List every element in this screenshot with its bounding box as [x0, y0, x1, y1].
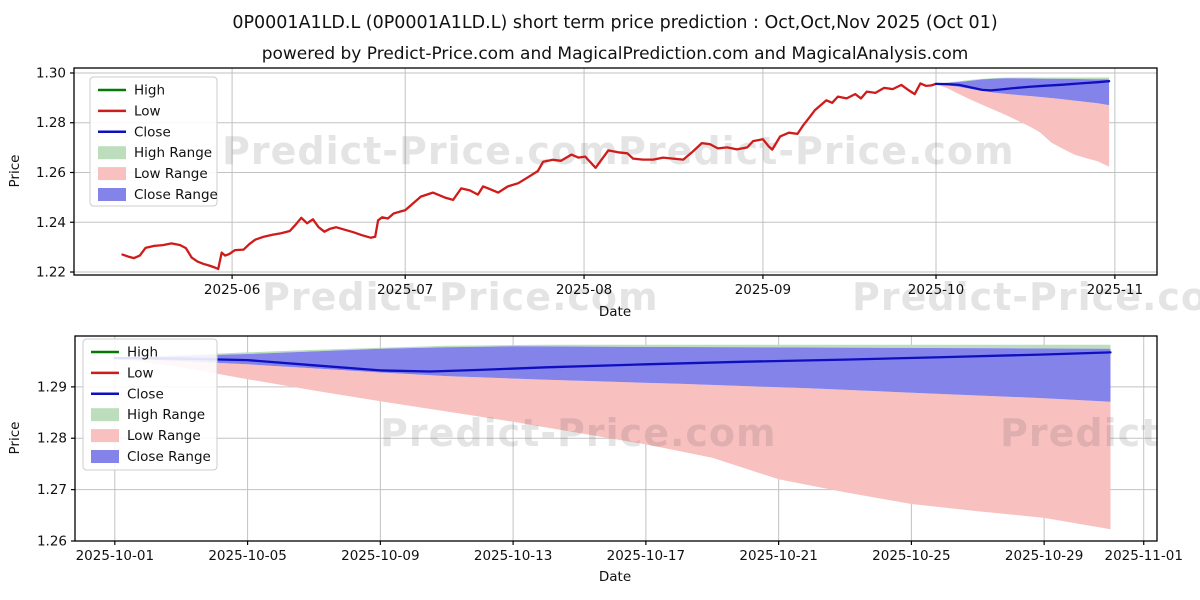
x-axis-label: Date: [599, 569, 631, 585]
legend-item-high-range: High Range: [91, 407, 205, 423]
legend-patch-swatch: [91, 429, 119, 443]
legend-item-high: High: [98, 83, 165, 99]
y-tick-label: 1.26: [36, 165, 66, 181]
x-tick-label: 2025-10-01: [76, 548, 154, 564]
legend-label: High: [134, 83, 165, 99]
y-tick-label: 1.24: [36, 215, 66, 231]
x-tick-label: 2025-10-05: [208, 548, 286, 564]
x-tick-label: 2025-11-01: [1104, 548, 1182, 564]
y-axis-label: Price: [7, 422, 23, 455]
close-forecast-line: [934, 80, 1111, 92]
x-tick-label: 2025-10-21: [739, 548, 817, 564]
legend-label: High Range: [134, 145, 212, 161]
y-tick-label: 1.28: [37, 431, 67, 447]
high-range-band: [936, 77, 1110, 84]
y-tick-label: 1.22: [36, 265, 66, 281]
x-tick-label: 2025-10: [908, 282, 964, 298]
watermark-text: Predict-Price.com: [618, 129, 1015, 173]
legend-item-low-range: Low Range: [91, 428, 201, 444]
x-tick-label: 2025-10-09: [341, 548, 419, 564]
legend-label: Low: [134, 103, 161, 119]
legend-item-high-range: High Range: [98, 145, 212, 161]
x-tick-label: 2025-10-25: [872, 548, 950, 564]
legend-patch-swatch: [98, 167, 126, 181]
watermark-text: Predict-Price.com: [222, 129, 619, 173]
legend-label: Low Range: [134, 166, 208, 182]
x-axis-label: Date: [599, 304, 631, 320]
legend-item-close-range: Close Range: [98, 187, 218, 203]
watermark-text: Predict-Price.com: [1000, 411, 1200, 455]
low-range-band: [936, 83, 1110, 167]
legend: High Low Close High Range Low Range Close Ran…: [82, 338, 218, 471]
x-tick-label: 2025-09: [735, 282, 791, 298]
plot-frame: [73, 67, 1158, 276]
data-layer: Predict-Price.com Predict-Price.com: [113, 344, 1200, 530]
legend-item-close-range: Close Range: [91, 449, 211, 465]
legend-label: Close: [127, 386, 164, 402]
legend-item-close: Close: [98, 124, 171, 140]
legend-label: Close Range: [127, 449, 211, 465]
watermark-text: Predict-Price.com: [380, 411, 777, 455]
x-tick-label: 2025-10-29: [1005, 548, 1083, 564]
legend-label: Close: [134, 124, 171, 140]
chart-subtitle: powered by Predict-Price.com and Magical…: [262, 44, 969, 64]
watermark-text: Predict-Price.com: [852, 275, 1200, 319]
chart-title: 0P0001A1LD.L (0P0001A1LD.L) short term p…: [232, 13, 997, 33]
low-history-line: [121, 82, 938, 271]
x-tick-label: 2025-08: [556, 282, 612, 298]
high-range-band: [114, 344, 1111, 359]
legend-patch-swatch: [91, 450, 119, 463]
y-tick-label: 1.28: [36, 115, 66, 131]
x-tick-label: 2025-07: [377, 282, 433, 298]
legend-item-low-range: Low Range: [98, 166, 208, 182]
x-tick-label: 2025-11: [1087, 282, 1143, 298]
x-tick-label: 2025-10-13: [474, 548, 552, 564]
y-tick-label: 1.27: [37, 482, 67, 498]
legend-patch-swatch: [91, 408, 119, 422]
legend-item-close: Close: [91, 386, 164, 402]
legend-item-low: Low: [91, 365, 154, 381]
x-tick-label: 2025-06: [204, 282, 260, 298]
y-tick-label: 1.30: [36, 65, 66, 81]
y-tick-label: 1.26: [37, 534, 67, 550]
legend: High Low Close High Range Low Range Close Ran…: [89, 76, 218, 207]
x-tick-label: 2025-10-17: [607, 548, 685, 564]
legend-label: High Range: [127, 407, 205, 423]
y-tick-label: 1.29: [37, 379, 67, 395]
close-forecast-line: [113, 351, 1112, 373]
legend-item-high: High: [91, 345, 158, 361]
legend-label: High: [127, 345, 158, 361]
legend-item-low: Low: [98, 103, 161, 119]
plot-frame: [74, 335, 1158, 542]
y-axis-label: Price: [7, 155, 23, 188]
legend-label: Low Range: [127, 428, 201, 444]
legend-patch-swatch: [98, 188, 126, 201]
legend-label: Low: [127, 365, 154, 381]
watermark-text: Predict-Price.com: [262, 275, 659, 319]
price-history-chart: Predict-Price.comPredict-Price.com2025-0…: [7, 65, 1200, 320]
low-range-band: [114, 358, 1111, 530]
forecast-zoom-chart: 2025-10-01 2025-10-05 2025-10-09 2025-10-13…: [7, 335, 1200, 585]
legend-patch-swatch: [98, 146, 126, 160]
legend-label: Close Range: [134, 187, 218, 203]
